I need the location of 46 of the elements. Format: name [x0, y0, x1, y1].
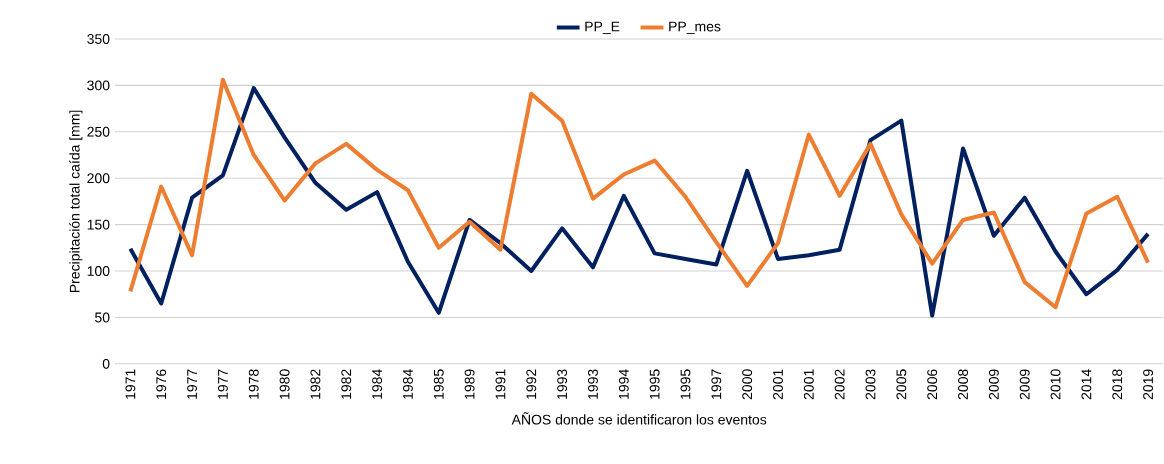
x-tick-label: 1984	[372, 369, 383, 399]
x-tick-label: 1997	[711, 369, 722, 399]
y-tick-label: 300	[87, 80, 110, 91]
x-tick-label: 1984	[402, 369, 413, 399]
x-tick-label: 1995	[680, 369, 691, 399]
y-tick-label: 0	[102, 358, 110, 369]
x-tick-label: 2019	[1143, 369, 1154, 400]
x-tick-label: 1989	[464, 369, 475, 399]
x-tick-label: 2014	[1081, 369, 1092, 400]
x-tick-label: 1977	[217, 369, 228, 399]
x-tick-label: 1993	[588, 369, 598, 399]
y-axis-title: Precipitación total caída [mm]	[69, 110, 83, 293]
x-tick-label: 1971	[125, 369, 136, 399]
x-tick-label: 1994	[618, 369, 629, 399]
x-tick-label: 1980	[279, 369, 290, 399]
x-tick-label: 1985	[433, 369, 444, 399]
x-tick-label: 2001	[773, 369, 783, 400]
y-tick-label: 100	[87, 266, 110, 277]
x-tick-label: 1982	[310, 369, 321, 399]
x-tick-label: 2006	[927, 369, 938, 400]
x-tick-label: 1991	[495, 369, 506, 399]
x-tick-label: 1977	[187, 369, 198, 399]
x-tick-label: 2018	[1112, 369, 1123, 400]
x-tick-label: 1992	[526, 369, 537, 399]
x-tick-label: 1978	[248, 369, 259, 399]
y-tick-label: 50	[95, 312, 110, 323]
x-tick-label: 1982	[341, 369, 352, 399]
x-tick-label: 2002	[834, 369, 845, 400]
x-tick-label: 2001	[803, 369, 814, 400]
legend-label: PP_mes	[669, 21, 721, 35]
x-tick-label: 2009	[988, 369, 999, 400]
y-tick-label: 200	[87, 173, 110, 184]
x-tick-label: 2003	[865, 369, 876, 400]
y-tick-label: 150	[87, 219, 110, 230]
x-axis-title: AÑOS donde se identificaron los eventos	[511, 412, 767, 425]
x-tick-label: 2005	[896, 369, 907, 400]
y-tick-label: 250	[87, 126, 110, 137]
legend-label: PP_E	[585, 21, 620, 35]
x-tick-label: 2010	[1050, 369, 1061, 400]
x-tick-label: 1976	[156, 369, 167, 399]
y-tick-label: 350	[87, 34, 110, 45]
x-tick-label: 2008	[958, 369, 968, 400]
x-tick-label: 2000	[742, 369, 753, 400]
x-tick-label: 2009	[1019, 369, 1030, 400]
x-tick-label: 1995	[649, 369, 660, 399]
x-tick-label: 1993	[557, 369, 568, 399]
